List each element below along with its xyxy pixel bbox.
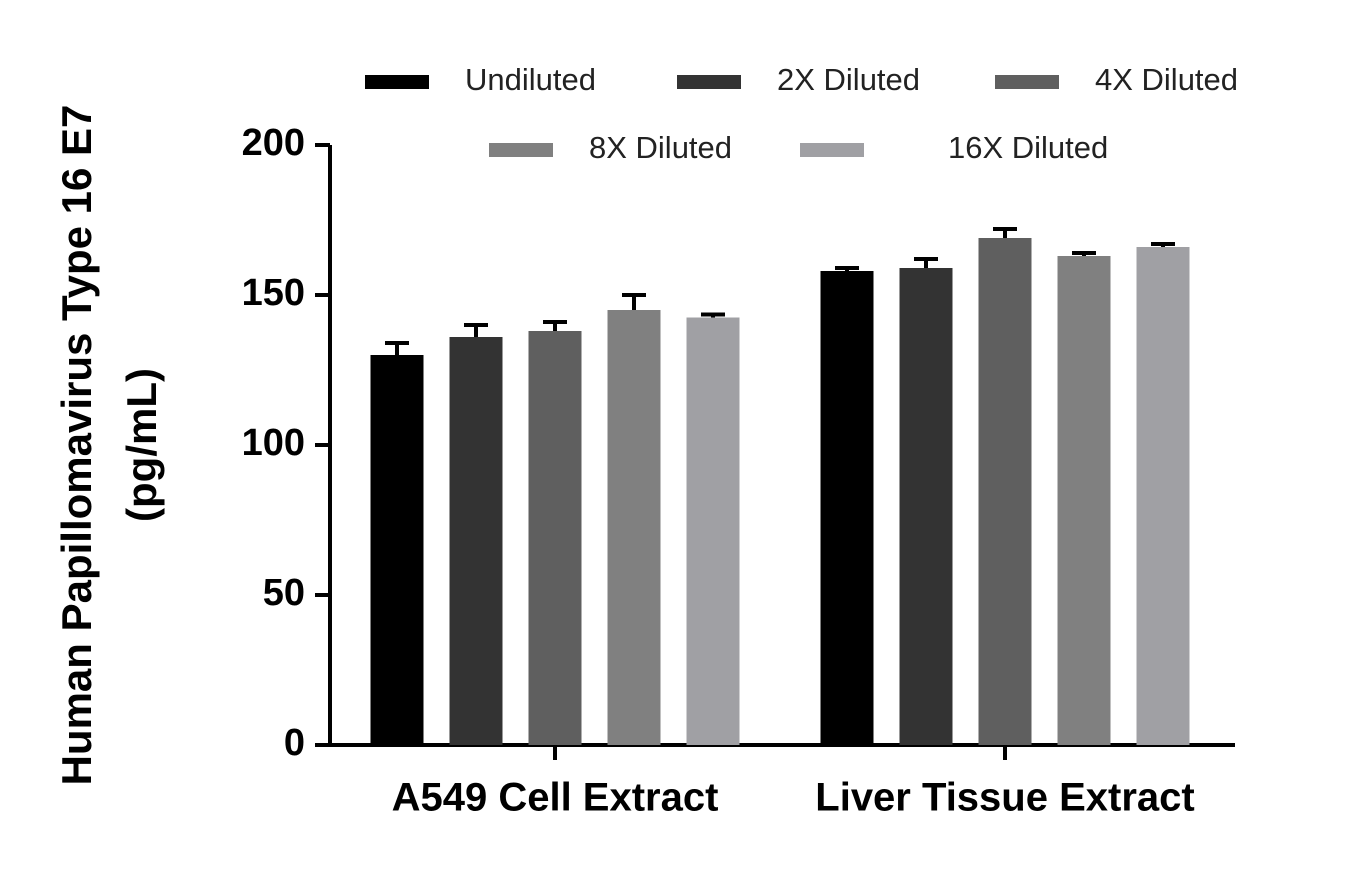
bar [978, 238, 1032, 745]
legend-swatch [800, 143, 864, 157]
legend-label: 2X Diluted [777, 62, 920, 97]
legend-swatch [365, 75, 429, 89]
bar [686, 317, 740, 745]
bar [899, 268, 953, 745]
bar [449, 337, 503, 745]
x-tick-label: A549 Cell Extract [392, 776, 719, 820]
y-tick-label: 50 [263, 572, 305, 614]
bar [1136, 247, 1190, 745]
bar [1057, 256, 1111, 745]
x-tick-label: Liver Tissue Extract [815, 776, 1194, 820]
legend-label: 16X Diluted [948, 130, 1108, 165]
y-tick-label: 200 [242, 122, 305, 164]
legend-swatch [995, 75, 1059, 89]
legend-swatch [677, 75, 741, 89]
legend-label: 4X Diluted [1095, 62, 1238, 97]
bar [370, 355, 424, 745]
y-tick-label: 0 [284, 722, 305, 764]
bar [607, 310, 661, 745]
bar [528, 331, 582, 745]
y-axis-title: (pg/mL) [118, 368, 165, 522]
legend-swatch [489, 143, 553, 157]
y-axis-title: Human Papillomavirus Type 16 E7 [53, 105, 100, 786]
legend-label: 8X Diluted [589, 130, 732, 165]
y-tick-label: 100 [242, 422, 305, 464]
y-tick-label: 150 [242, 272, 305, 314]
legend-label: Undiluted [465, 62, 596, 97]
bar [820, 271, 874, 745]
